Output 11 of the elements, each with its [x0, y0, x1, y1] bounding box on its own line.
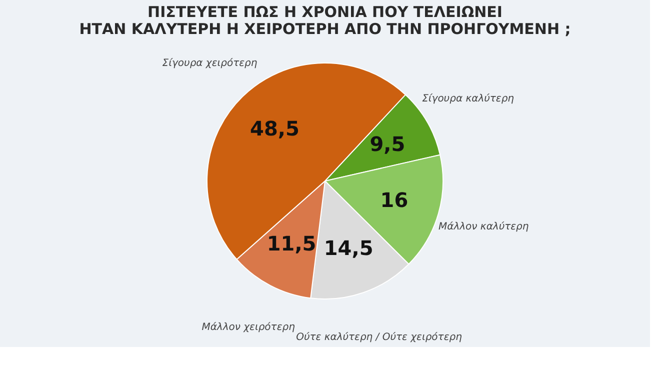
data-label: 14,5 — [324, 236, 374, 260]
data-label: 16 — [380, 188, 408, 212]
chart-title: ΠΙΣΤΕΥΕΤΕ ΠΩΣ Η ΧΡΟΝΙΑ ΠΟΥ ΤΕΛΕΙΩΝΕΙ ΗΤΑΝ ΚΑΛΥΤΕΡΗ Η ΧΕΙΡΟΤΕΡΗ ΑΠΟ ΤΗΝ ΠΡΟΗΓΟΥΜΕΝΗ ; — [79, 3, 571, 38]
slice-label: Σίγουρα χειρότερη — [162, 58, 258, 69]
slice-label: Σίγουρα καλύτερη — [422, 94, 514, 105]
data-label: 11,5 — [266, 232, 316, 256]
data-label: 48,5 — [250, 116, 300, 140]
data-label: 9,5 — [370, 132, 406, 156]
slice-label: Μάλλον χειρότερη — [202, 322, 295, 334]
slice-label: Ούτε καλύτερη / Ούτε χειρότερη — [296, 332, 462, 343]
slice-label: Μάλλον καλύτερη — [438, 221, 529, 232]
